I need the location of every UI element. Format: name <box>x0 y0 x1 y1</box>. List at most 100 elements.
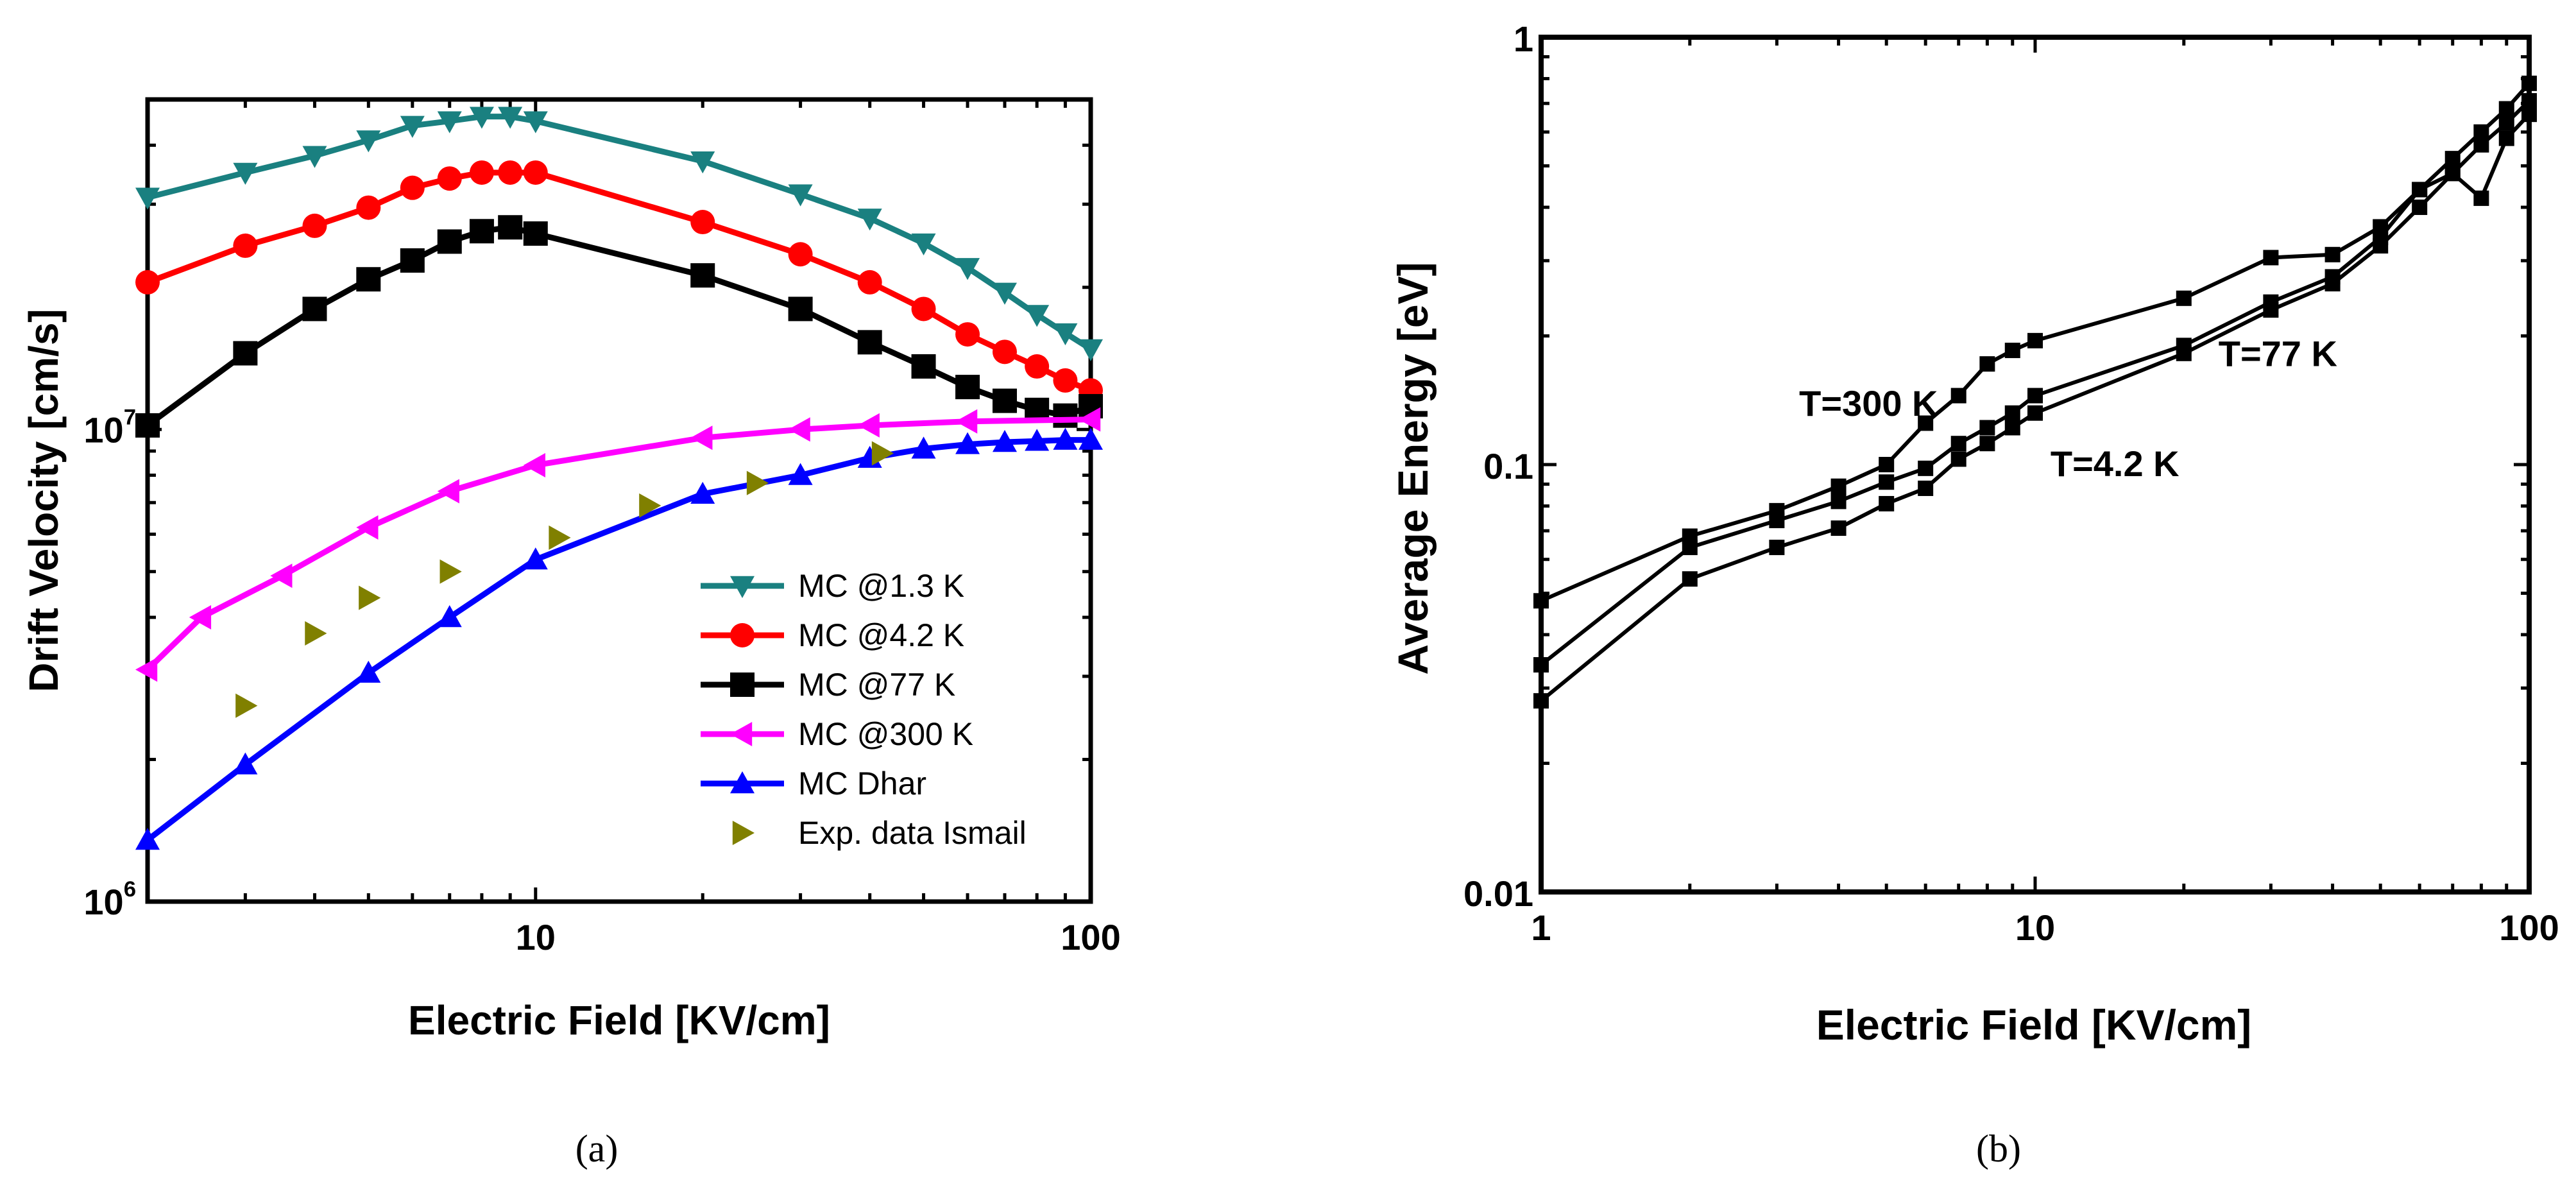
chart-a-point <box>992 388 1017 413</box>
chart-a-line-mc-4-2-k <box>146 169 1092 393</box>
chart-b-point <box>2263 302 2279 318</box>
chart-a-point <box>302 146 327 168</box>
chart-a-point <box>523 160 548 185</box>
chart-a-legend-item-mc-77-k: MC @77 K <box>701 667 955 703</box>
chart-b-y-tick-label: 0.1 <box>1483 446 1533 486</box>
chart-a-point <box>400 175 425 200</box>
chart-a-point <box>549 525 571 550</box>
chart-a-ticks: 10 100 106 107 <box>83 98 1121 957</box>
chart-b-point <box>2412 200 2428 216</box>
chart-a-point <box>1025 305 1050 327</box>
chart-b-point <box>1979 436 1995 452</box>
chart-a-point <box>270 563 293 588</box>
chart-b-point <box>1769 513 1785 529</box>
chart-b-point <box>1879 495 1895 511</box>
chart-a-legend-label: MC @300 K <box>798 716 973 752</box>
chart-a-point <box>788 296 813 321</box>
chart-a-legend-swatch-marker <box>730 623 755 647</box>
chart-b-point <box>1769 540 1785 556</box>
chart-a-point <box>437 605 462 628</box>
chart-b-annotation-t-77-k: T=77 K <box>2219 334 2337 374</box>
chart-a-line-mc-1-3-k <box>146 114 1093 352</box>
chart-a-point <box>1079 407 1101 432</box>
chart-a-point <box>135 187 160 210</box>
chart-a-legend-item-exp-data-ismail: Exp. data Ismail <box>732 815 1027 851</box>
chart-a-point <box>1053 368 1078 393</box>
chart-a-point <box>992 282 1017 305</box>
chart-a-legend-swatch-marker <box>730 672 755 697</box>
chart-a-panel-label: (a) <box>576 1127 618 1170</box>
chart-a-point <box>1025 354 1050 379</box>
chart-a-point <box>746 470 769 495</box>
chart-a-point <box>233 752 258 775</box>
chart-a-point <box>437 479 459 504</box>
chart-b-point <box>1918 480 1934 496</box>
chart-a-point <box>523 452 545 477</box>
chart-a-point <box>992 339 1017 364</box>
chart-b-y-tick-label: 1 <box>1514 19 1533 59</box>
chart-a-point <box>1053 323 1078 346</box>
chart-a-point <box>690 481 715 504</box>
chart-a-x-axis-label: Electric Field [KV/cm] <box>408 997 830 1043</box>
chart-b-point <box>2027 388 2043 404</box>
chart-a-point <box>911 233 936 256</box>
chart-a-point <box>437 229 462 254</box>
chart-a-point <box>857 330 882 355</box>
chart-a-point <box>523 547 548 570</box>
chart-a-point <box>955 375 980 400</box>
chart-a-legend-item-mc-dhar: MC Dhar <box>701 766 926 801</box>
chart-a-point <box>469 160 494 185</box>
chart-a-point <box>400 116 425 138</box>
chart-b-point <box>2373 238 2389 254</box>
chart-a-point <box>233 233 258 258</box>
chart-a-point <box>857 209 882 231</box>
chart-b: 1 10 100 0.01 0.1 1 T=300 K T=77 K T=4.2 K Elec… <box>1389 19 2559 1170</box>
chart-b-point <box>2521 93 2537 109</box>
chart-a-point <box>189 605 212 630</box>
chart-a-series-mc-1-3-k <box>135 107 1103 361</box>
chart-a-legend-label: MC @77 K <box>798 667 955 703</box>
chart-a-point <box>1079 427 1103 450</box>
chart-b-point <box>2324 276 2341 292</box>
chart-b-series-t-300-k <box>1533 107 2537 609</box>
chart-b-point <box>1950 388 1966 404</box>
chart-a-legend: MC @1.3 K MC @4.2 K MC @77 K MC @300 K MC Dh… <box>701 568 1027 851</box>
chart-b-point <box>2521 107 2537 123</box>
chart-a-series <box>135 107 1103 850</box>
chart-b-point <box>1533 593 1549 609</box>
chart-b-point <box>2473 190 2489 206</box>
chart-a-point <box>1053 427 1078 450</box>
chart-a-point <box>911 296 936 321</box>
chart-a-point <box>690 425 713 450</box>
chart-b-x-tick-label: 10 <box>2015 907 2055 948</box>
chart-b-point <box>1533 657 1549 673</box>
chart-a-point <box>1079 339 1103 361</box>
chart-a-point <box>690 210 715 235</box>
chart-b-point <box>2004 343 2020 359</box>
chart-b-point <box>1918 460 1934 476</box>
chart-a-x-tick-label: 10 <box>516 917 556 957</box>
chart-a-point <box>788 417 810 442</box>
chart-a-point <box>469 219 494 244</box>
chart-a-point <box>788 184 813 207</box>
chart-a-point <box>788 463 813 485</box>
chart-b-series <box>1533 75 2537 709</box>
chart-b-point <box>1682 540 1698 556</box>
chart-a-point <box>135 270 160 295</box>
chart-a-point <box>911 436 936 459</box>
chart-b-annotation-t-300-k: T=300 K <box>1799 383 1938 424</box>
chart-a-point <box>135 657 158 682</box>
chart-b-point <box>1830 493 1847 510</box>
chart-b-point <box>1918 415 1934 431</box>
chart-b-plot-area <box>1539 35 2532 895</box>
chart-b-line-t-300-k <box>1540 113 2531 603</box>
chart-a-point <box>871 441 894 466</box>
chart-a-point <box>955 432 980 454</box>
chart-a-point <box>1053 403 1078 428</box>
chart-a-point <box>302 213 327 238</box>
chart-b-annotation-t-4-2-k: T=4.2 K <box>2051 443 2179 484</box>
chart-a-point <box>498 215 523 240</box>
chart-b-point <box>2412 182 2428 198</box>
chart-b-y-axis-label: Average Energy [eV] <box>1389 262 1437 674</box>
chart-b-point <box>2498 115 2514 131</box>
